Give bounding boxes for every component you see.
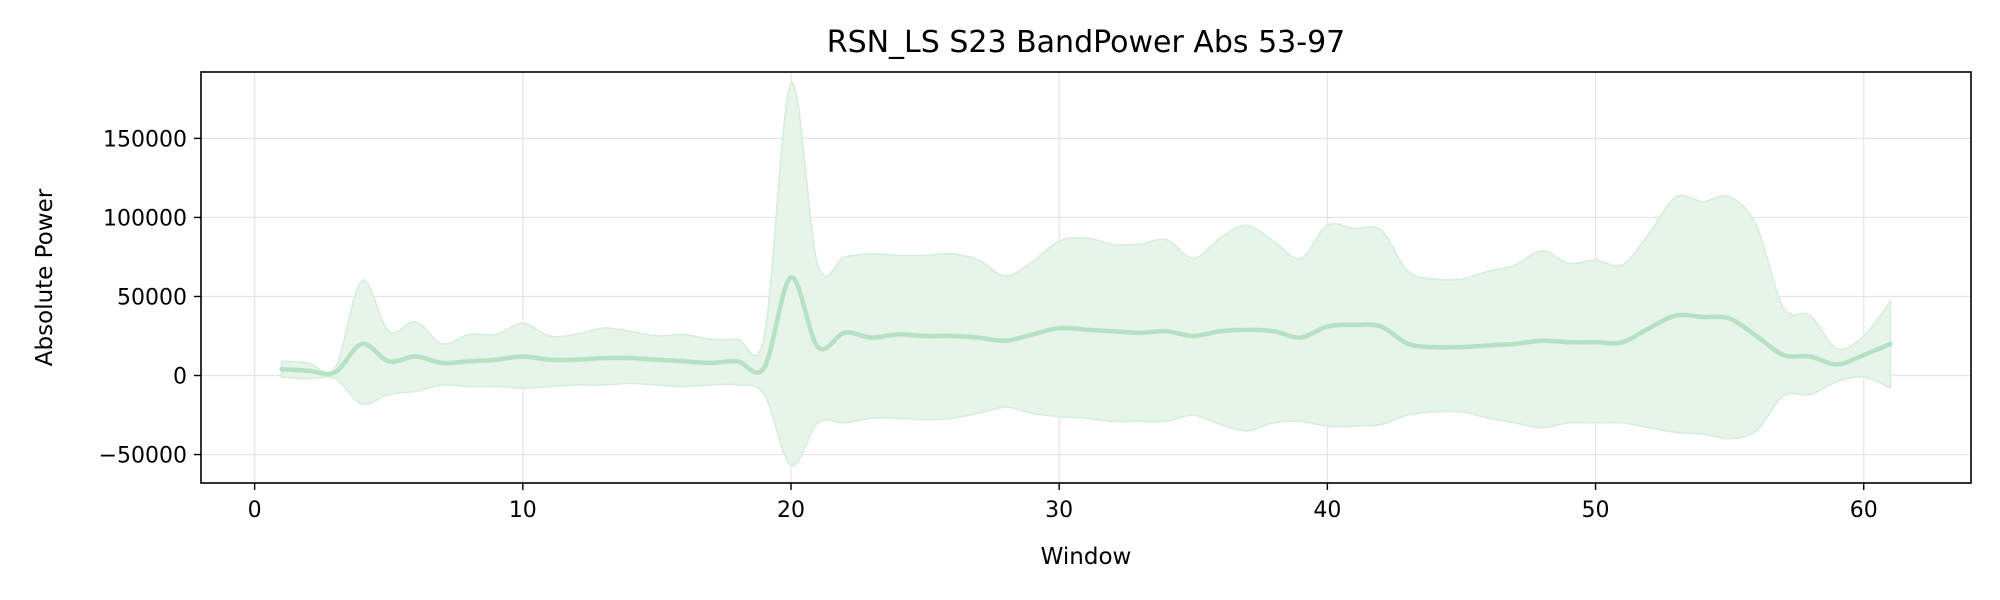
x-tick-label: 50 (1582, 498, 1610, 523)
y-tick-label: 50000 (117, 285, 187, 310)
x-tick-label: 10 (509, 498, 537, 523)
x-tick-label: 20 (777, 498, 805, 523)
x-axis-label: Window (1041, 544, 1132, 570)
y-axis-label: Absolute Power (32, 188, 58, 366)
y-tick-label: 100000 (103, 206, 187, 231)
y-tick-label: 150000 (103, 127, 187, 152)
x-tick-label: 30 (1045, 498, 1073, 523)
y-tick-label: 0 (173, 365, 187, 390)
x-tick-label: 60 (1850, 498, 1878, 523)
y-tick-label: −50000 (99, 444, 187, 469)
chart-title: RSN_LS S23 BandPower Abs 53-97 (827, 25, 1346, 60)
x-tick-label: 40 (1313, 498, 1341, 523)
x-tick-label: 0 (248, 498, 262, 523)
